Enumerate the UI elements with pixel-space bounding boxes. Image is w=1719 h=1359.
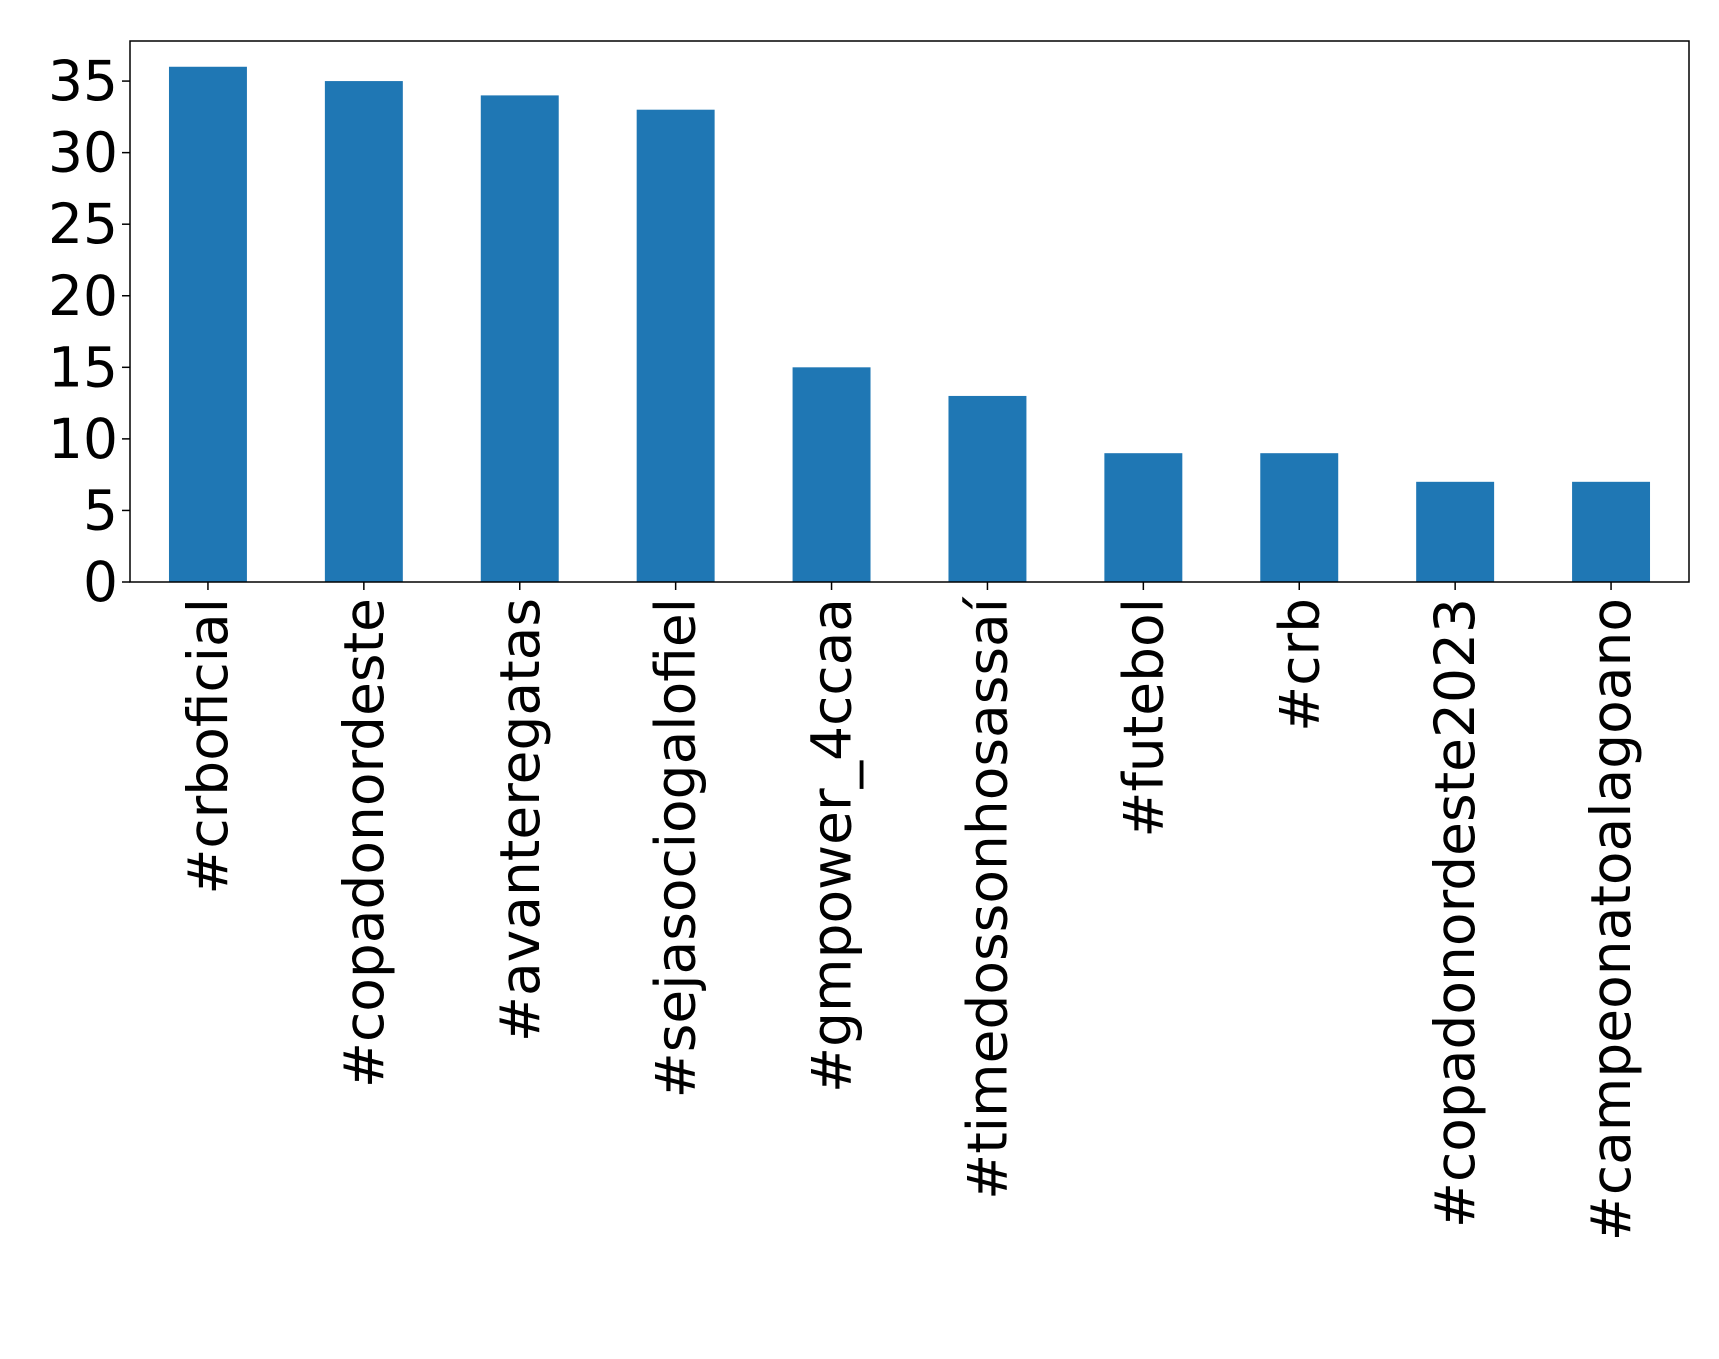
bar-4 xyxy=(792,367,871,582)
bar-0 xyxy=(168,66,247,582)
bars-group xyxy=(168,66,1651,583)
x-tick-label-5: #timedossonhosassaí xyxy=(955,596,1019,1200)
bar-3 xyxy=(636,109,715,582)
bar-6 xyxy=(1104,453,1183,582)
bar-2 xyxy=(480,95,559,583)
x-tick-label-4: #gmpower_4ccaa xyxy=(800,598,864,1093)
x-tick-label-1: #copadonordeste xyxy=(332,598,396,1088)
y-tick-label-7: 35 xyxy=(48,49,118,113)
y-tick-label-1: 5 xyxy=(83,478,118,542)
y-tick-label-3: 15 xyxy=(48,335,118,399)
x-tick-label-7: #crb xyxy=(1267,598,1331,732)
y-tick-label-4: 20 xyxy=(48,264,118,328)
x-tick-label-6: #futebol xyxy=(1111,598,1175,838)
x-tick-label-3: #sejasociogalofiel xyxy=(644,598,708,1098)
bar-1 xyxy=(324,81,403,583)
x-tick-label-0: #crboficial xyxy=(176,598,240,895)
plot-frame xyxy=(129,40,1690,583)
y-tick-label-2: 10 xyxy=(48,407,118,471)
x-tick-label-9: #campeonatoalagoano xyxy=(1579,598,1643,1241)
y-tick-label-5: 25 xyxy=(48,192,118,256)
x-tick-label-8: #copadonordeste2023 xyxy=(1423,598,1487,1228)
y-axis: 0 5 10 15 20 25 30 35 xyxy=(48,49,130,614)
bar-8 xyxy=(1416,481,1495,582)
bar-9 xyxy=(1572,481,1651,582)
bar-7 xyxy=(1260,453,1339,582)
x-axis: #crboficial #copadonordeste #avanteregatas… xyxy=(176,582,1643,1241)
y-tick-label-6: 30 xyxy=(48,121,118,185)
y-tick-label-0: 0 xyxy=(83,550,118,614)
x-tick-label-2: #avanteregatas xyxy=(488,598,552,1042)
bar-5 xyxy=(948,395,1027,582)
